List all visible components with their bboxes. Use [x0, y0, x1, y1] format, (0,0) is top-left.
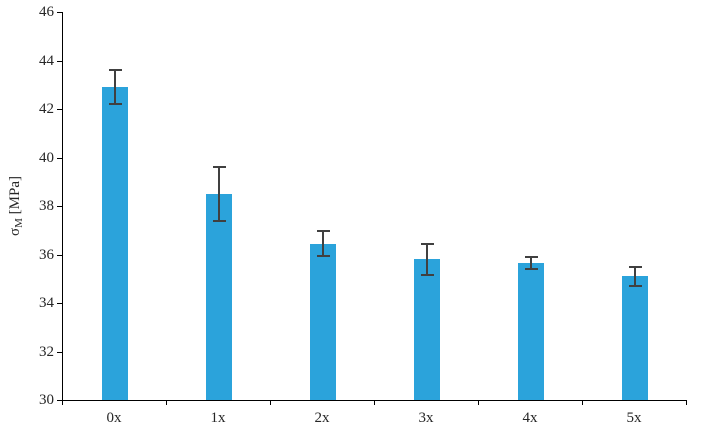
x-tick-mark — [686, 401, 687, 405]
x-tick-mark — [270, 401, 271, 405]
error-bar-line — [218, 167, 220, 221]
error-bar-cap — [212, 219, 226, 222]
y-tick-mark — [57, 303, 62, 304]
y-tick-mark — [57, 400, 62, 401]
bar — [518, 263, 544, 400]
x-tick-mark — [166, 401, 167, 405]
y-tick-label: 32 — [39, 343, 54, 360]
x-category-label: 1x — [210, 410, 226, 426]
y-tick-label: 36 — [39, 246, 54, 263]
x-tick-mark — [62, 401, 63, 405]
y-tick-mark — [57, 109, 62, 110]
y-tick-label: 34 — [39, 295, 54, 311]
x-category-label: 4x — [522, 410, 538, 426]
error-bar-cap — [108, 69, 122, 72]
y-tick-label: 46 — [39, 4, 54, 20]
bar — [414, 259, 440, 400]
y-tick-label: 30 — [39, 392, 54, 408]
plot-area — [62, 12, 687, 401]
x-tick-mark — [374, 401, 375, 405]
x-category-label: 0x — [106, 410, 122, 426]
error-bar-line — [322, 231, 324, 256]
error-bar-cap — [524, 268, 538, 271]
y-tick-label: 44 — [39, 52, 54, 69]
error-bar-line — [634, 266, 636, 287]
x-tick-mark — [478, 401, 479, 405]
error-bar-cap — [420, 242, 434, 245]
x-category-label: 5x — [626, 410, 642, 426]
bar — [622, 276, 648, 400]
y-tick-mark — [57, 157, 62, 159]
y-tick-mark — [57, 60, 62, 62]
error-bar-cap — [316, 254, 330, 257]
bar — [310, 243, 336, 400]
bar — [206, 193, 232, 400]
error-bar-cap — [316, 230, 330, 233]
y-tick-label: 40 — [39, 149, 54, 166]
bar — [102, 87, 128, 400]
error-bar-line — [114, 70, 116, 105]
error-bar-cap — [108, 103, 122, 106]
y-tick-mark — [57, 254, 62, 256]
error-bar-cap — [212, 166, 226, 169]
error-bar-line — [530, 256, 532, 270]
x-category-label: 2x — [314, 410, 330, 426]
y-tick-mark — [57, 206, 62, 207]
error-bar-cap — [628, 285, 642, 288]
y-tick-label: 38 — [39, 198, 54, 214]
x-tick-mark — [582, 401, 583, 405]
y-tick-mark — [57, 12, 62, 13]
y-tick-label: 42 — [39, 101, 54, 117]
error-bar-cap — [628, 265, 642, 268]
error-bar-cap — [420, 274, 434, 277]
error-bar-line — [426, 243, 428, 276]
x-category-label: 3x — [418, 410, 434, 426]
error-bar-cap — [524, 255, 538, 258]
y-tick-mark — [57, 351, 62, 353]
